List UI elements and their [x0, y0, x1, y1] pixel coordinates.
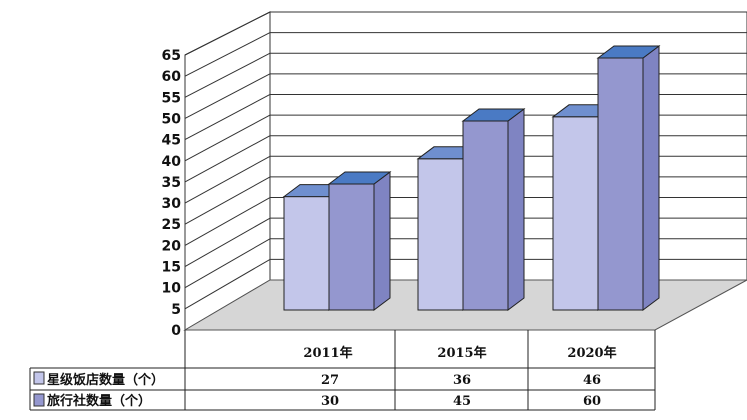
y-tick-label: 5 — [171, 302, 181, 318]
table-cell-value: 46 — [583, 373, 601, 388]
gridline-side — [184, 114, 271, 162]
bar-side — [507, 108, 525, 311]
y-tick-label: 65 — [162, 48, 181, 64]
y-tick-label: 0 — [171, 323, 181, 339]
y-tick-label: 25 — [162, 217, 181, 233]
legend-swatch-agencies — [33, 393, 45, 407]
y-tick-label: 50 — [162, 111, 182, 127]
gridline-side — [184, 73, 271, 119]
y-tick-label: 55 — [162, 90, 181, 106]
bar-front — [283, 196, 330, 311]
y-tick-label: 15 — [162, 260, 181, 276]
category-label: 2015年 — [437, 345, 486, 361]
y-tick-label: 60 — [162, 69, 182, 85]
category-label: 2020年 — [567, 345, 616, 361]
gridline-side — [184, 238, 271, 289]
gridline-side — [184, 258, 271, 310]
bar-front — [552, 116, 599, 311]
y-tick-label: 30 — [162, 196, 182, 212]
legend-swatch-hotels — [33, 371, 45, 385]
chart-bars — [282, 45, 661, 311]
category-label: 2011年 — [303, 345, 352, 361]
bar-front — [462, 120, 509, 311]
table-cell-value: 27 — [321, 373, 339, 388]
table-cell-value: 30 — [321, 394, 339, 409]
gridline-side — [184, 11, 271, 56]
table-cell-value: 36 — [453, 373, 471, 388]
gridline-side — [184, 217, 271, 267]
legend-label-hotels: 星级饭店数量（个） — [47, 372, 164, 388]
bar-side — [373, 171, 391, 311]
table-cell-value: 45 — [453, 394, 471, 409]
bar — [327, 171, 392, 311]
bar-top — [461, 108, 526, 122]
gridline-side — [184, 197, 271, 246]
bar-top — [327, 171, 392, 185]
bar — [461, 108, 526, 311]
bar-side — [642, 45, 660, 311]
bar-front — [328, 183, 375, 311]
bar-front — [597, 57, 644, 311]
gridline-side — [184, 94, 271, 141]
y-tick-label: 40 — [162, 154, 182, 170]
bar — [596, 45, 661, 311]
y-tick-label: 35 — [162, 175, 181, 191]
y-tick-label: 10 — [162, 281, 182, 297]
data-table: 2011年 2015年 2020年 星级饭店数量（个） 旅行社数量（个） 27 … — [29, 330, 656, 411]
y-axis-ticks: 0 5 10 15 20 25 30 35 40 45 50 55 60 65 — [162, 48, 182, 339]
table-cell-value: 60 — [583, 394, 601, 409]
y-tick-label: 45 — [162, 133, 181, 149]
gridline-side — [184, 135, 271, 183]
gridline-side — [184, 52, 271, 98]
bar-front — [417, 158, 464, 311]
gridline-side — [184, 176, 271, 225]
y-tick-label: 20 — [162, 238, 182, 254]
gridline-side — [184, 32, 271, 77]
bar-top — [596, 45, 661, 59]
legend-label-agencies: 旅行社数量（个） — [47, 393, 151, 409]
gridline-side — [184, 155, 271, 204]
